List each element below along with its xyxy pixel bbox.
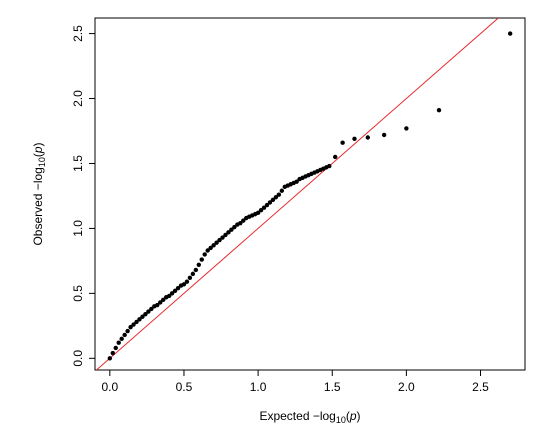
data-point [255, 210, 261, 216]
y-tick-label: 2.0 [71, 90, 85, 107]
data-point [507, 31, 513, 36]
x-tick-label: 2.5 [472, 380, 489, 394]
data-point [365, 135, 371, 140]
data-point [125, 328, 130, 334]
data-point [119, 336, 124, 342]
data-point [110, 350, 115, 356]
x-axis-title-prefix: Expected −log [259, 409, 335, 423]
data-point [238, 221, 243, 226]
data-point [172, 288, 178, 293]
data-point [131, 322, 136, 327]
data-point [220, 235, 225, 240]
y-axis-title-open-paren: ( [31, 153, 45, 157]
y-axis-title-variable: p [31, 146, 45, 154]
data-point [137, 317, 142, 322]
data-point [158, 300, 163, 305]
x-tick-label: 1.0 [250, 380, 267, 394]
x-tick-label: 1.5 [324, 380, 341, 394]
x-axis-title-close-paren: ) [357, 409, 361, 423]
data-point [181, 282, 187, 287]
data-point [196, 262, 201, 267]
y-tick-label: 0.5 [71, 285, 85, 302]
data-point [229, 227, 234, 232]
data-point [187, 275, 193, 280]
data-point [149, 306, 154, 312]
y-axis-title-prefix: Observed −log [31, 167, 45, 245]
data-point [264, 202, 270, 208]
y-axis-title-subscript: 10 [37, 157, 47, 167]
y-axis: 0.0 0.5 1.0 1.5 2.0 2.5 [71, 25, 96, 367]
data-point [161, 297, 166, 303]
data-point [107, 356, 113, 361]
data-point [128, 324, 133, 330]
data-point [333, 154, 338, 160]
data-point [184, 279, 190, 284]
x-axis-title-open-paren: ( [346, 409, 350, 423]
data-point [340, 140, 345, 145]
y-axis-title-close-paren: ) [31, 142, 45, 146]
x-axis-title: Expected −log10(p) [259, 409, 360, 425]
x-axis-title-subscript: 10 [336, 415, 346, 425]
data-point [352, 136, 357, 141]
data-point [140, 314, 145, 319]
data-point [202, 252, 207, 257]
data-point [270, 197, 276, 203]
data-point [404, 126, 409, 131]
data-point [155, 302, 160, 308]
data-point [116, 340, 121, 345]
y-tick-label: 2.5 [71, 25, 85, 42]
data-point [294, 179, 299, 184]
data-point [217, 237, 222, 243]
data-point [381, 132, 387, 138]
y-tick-label: 1.0 [71, 220, 85, 237]
data-point [273, 195, 279, 200]
data-point [175, 285, 181, 291]
data-point [205, 248, 210, 253]
data-point [122, 332, 127, 338]
data-point [232, 224, 237, 230]
x-tick-label: 2.0 [398, 380, 415, 394]
data-point [113, 345, 118, 351]
data-point [208, 245, 213, 251]
data-point [267, 200, 273, 205]
data-point [199, 257, 204, 262]
data-point [143, 311, 148, 317]
data-point [261, 205, 267, 210]
x-tick-label: 0.5 [176, 380, 193, 394]
data-point [146, 309, 151, 314]
x-axis-title-variable: p [349, 409, 357, 423]
data-point [223, 232, 228, 238]
x-axis: 0.0 0.5 1.0 1.5 2.0 2.5 [101, 369, 489, 394]
reference-line [96, 17, 499, 371]
points-layer [107, 31, 513, 361]
data-point [327, 163, 332, 169]
data-point [169, 291, 175, 296]
data-point [214, 240, 219, 245]
data-point [211, 243, 216, 248]
data-point [134, 319, 139, 325]
data-point [193, 267, 199, 273]
y-tick-label: 1.5 [71, 155, 85, 172]
plot-frame [94, 17, 526, 371]
y-tick-label: 0.0 [71, 350, 85, 367]
data-point [166, 293, 172, 299]
y-axis-title: Observed −log10(p) [31, 142, 47, 245]
data-point [226, 230, 231, 235]
data-point [436, 108, 442, 113]
data-point [241, 218, 246, 223]
reference-line-layer [96, 17, 499, 371]
data-point [279, 188, 285, 193]
data-point [258, 208, 264, 213]
data-point [190, 271, 196, 277]
x-tick-label: 0.0 [101, 380, 118, 394]
data-point [276, 192, 282, 197]
